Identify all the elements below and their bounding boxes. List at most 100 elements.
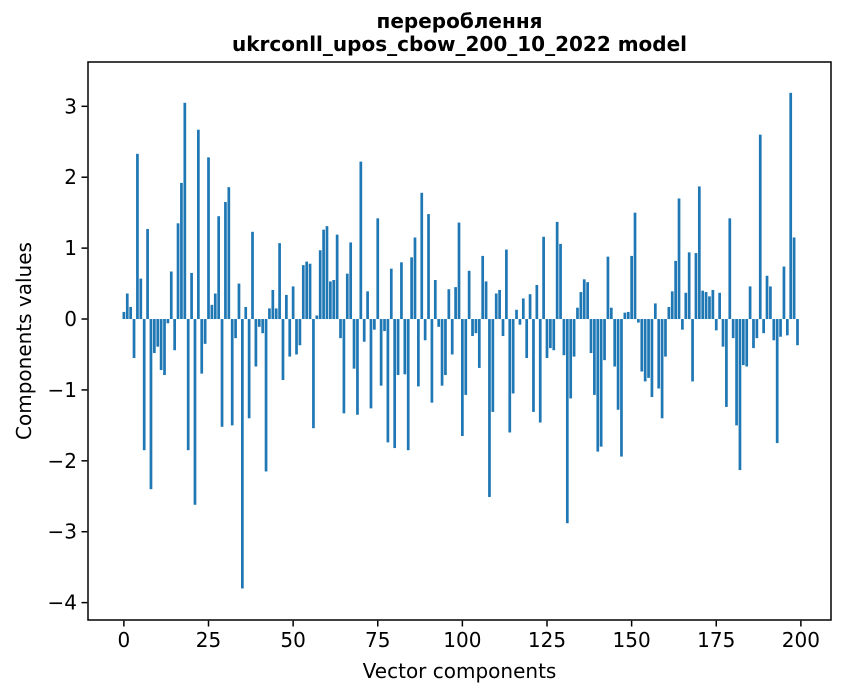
bar bbox=[217, 216, 221, 320]
bar bbox=[630, 255, 633, 320]
bar bbox=[132, 319, 136, 359]
bar bbox=[342, 319, 346, 414]
bar bbox=[379, 319, 383, 386]
bar bbox=[606, 256, 610, 320]
bar bbox=[498, 289, 501, 320]
y-tick-label: 2 bbox=[64, 165, 77, 189]
bar bbox=[410, 257, 413, 320]
bar bbox=[173, 319, 177, 351]
bar bbox=[677, 198, 681, 320]
bar bbox=[332, 280, 336, 320]
bar bbox=[386, 319, 390, 443]
bar bbox=[413, 237, 417, 320]
x-tick-label: 200 bbox=[782, 628, 820, 652]
bar bbox=[532, 319, 535, 412]
bar bbox=[772, 319, 776, 341]
x-tick-label: 125 bbox=[528, 628, 566, 652]
bar bbox=[251, 231, 254, 320]
bar bbox=[681, 319, 684, 330]
bar bbox=[569, 319, 573, 399]
bar bbox=[186, 319, 190, 451]
bar bbox=[691, 319, 694, 382]
y-tick-label: −3 bbox=[48, 520, 77, 544]
bar bbox=[183, 102, 187, 320]
x-axis-label: Vector components bbox=[362, 659, 557, 683]
bar bbox=[129, 306, 133, 320]
bar bbox=[559, 243, 562, 320]
bar bbox=[779, 319, 782, 337]
bar bbox=[796, 319, 799, 346]
bar bbox=[433, 280, 437, 320]
bar bbox=[603, 319, 606, 361]
bar bbox=[735, 319, 738, 426]
bar bbox=[714, 319, 718, 331]
bar bbox=[149, 319, 153, 490]
bar bbox=[427, 214, 430, 320]
bar bbox=[163, 319, 166, 376]
bar bbox=[125, 293, 129, 320]
bar bbox=[152, 319, 156, 354]
bar bbox=[474, 319, 478, 334]
bar bbox=[471, 319, 474, 337]
x-tick-label: 150 bbox=[613, 628, 651, 652]
bar bbox=[721, 319, 725, 347]
bar bbox=[528, 294, 532, 320]
bar bbox=[203, 319, 207, 344]
bar bbox=[450, 319, 454, 355]
bar bbox=[389, 268, 393, 320]
bar bbox=[169, 271, 173, 320]
bar bbox=[257, 319, 261, 327]
bar bbox=[613, 319, 617, 367]
bar bbox=[657, 319, 661, 389]
bar bbox=[190, 272, 193, 320]
bar bbox=[281, 319, 285, 380]
bar bbox=[210, 304, 214, 320]
bar bbox=[647, 319, 650, 378]
bar bbox=[552, 319, 556, 351]
bar bbox=[484, 281, 488, 320]
bar bbox=[159, 319, 163, 371]
bar bbox=[481, 255, 485, 320]
bar bbox=[545, 319, 549, 359]
bar bbox=[271, 289, 275, 320]
bar bbox=[335, 234, 339, 320]
bar bbox=[406, 319, 410, 451]
bar bbox=[494, 293, 498, 320]
bar bbox=[285, 294, 288, 320]
y-tick-label: 3 bbox=[64, 94, 77, 118]
bar bbox=[142, 319, 146, 451]
bar bbox=[758, 134, 762, 320]
y-tick-label: 1 bbox=[64, 236, 77, 260]
bar bbox=[423, 319, 427, 341]
bar bbox=[549, 319, 552, 349]
bar bbox=[769, 286, 772, 320]
bar bbox=[362, 319, 366, 342]
bar bbox=[738, 319, 742, 471]
bar bbox=[136, 153, 139, 320]
bar bbox=[643, 319, 647, 382]
bar bbox=[254, 319, 258, 367]
bar bbox=[748, 286, 752, 320]
x-tick-label: 25 bbox=[196, 628, 221, 652]
bar bbox=[725, 319, 728, 407]
bar bbox=[176, 223, 180, 320]
bar bbox=[542, 236, 545, 320]
bar bbox=[213, 293, 217, 320]
bar bbox=[704, 292, 708, 320]
bar bbox=[261, 319, 265, 334]
bar bbox=[356, 319, 359, 415]
bar bbox=[197, 129, 200, 320]
y-axis-label: Components values bbox=[12, 242, 36, 440]
bar bbox=[653, 303, 657, 320]
bar bbox=[200, 319, 204, 374]
bar bbox=[230, 319, 234, 426]
bar bbox=[521, 298, 525, 320]
bar bbox=[305, 261, 309, 320]
bar bbox=[488, 319, 491, 497]
bar bbox=[166, 319, 170, 324]
bar bbox=[308, 263, 312, 320]
bar bbox=[393, 319, 397, 449]
bar bbox=[234, 319, 237, 339]
bar bbox=[623, 312, 627, 320]
